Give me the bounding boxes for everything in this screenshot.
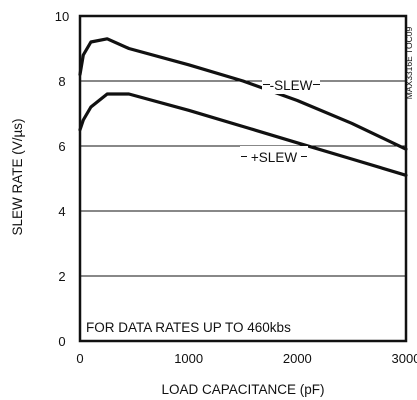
x-tick-labels: 0 1000 2000 3000 [76,351,417,366]
y-axis-title: SLEW RATE (V/µs) [10,118,25,235]
series-line-plus-slew [78,92,408,177]
x-tick-label-3000: 3000 [392,351,417,366]
x-tick-label-2000: 2000 [283,351,312,366]
y-tick-label-4: 4 [58,204,65,219]
gridlines [80,80,406,277]
series-labels: -SLEW +SLEW [240,74,320,166]
minus-slew-label-bg [262,74,320,94]
y-tick-label-10: 10 [55,9,69,24]
plot-frame [78,14,408,343]
y-tick-labels: 0 2 4 6 8 10 [55,9,69,349]
y-tick-label-0: 0 [58,334,65,349]
series-line-minus-slew [78,37,408,151]
chart-id: MAX3316E TOC09 [404,27,414,100]
plus-slew-label: +SLEW [251,150,297,165]
x-tick-label-1000: 1000 [174,351,203,366]
minus-slew-label: -SLEW [270,78,313,93]
y-tick-label-2: 2 [58,269,65,284]
plus-slew-label-bg [240,146,308,166]
curves [78,37,408,177]
annotation-text: FOR DATA RATES UP TO 460kbs [86,320,291,335]
x-axis-title: LOAD CAPACITANCE (pF) [161,382,324,397]
y-tick-label-6: 6 [58,139,65,154]
y-tick-label-8: 8 [58,74,65,89]
x-tick-label-0: 0 [76,351,83,366]
